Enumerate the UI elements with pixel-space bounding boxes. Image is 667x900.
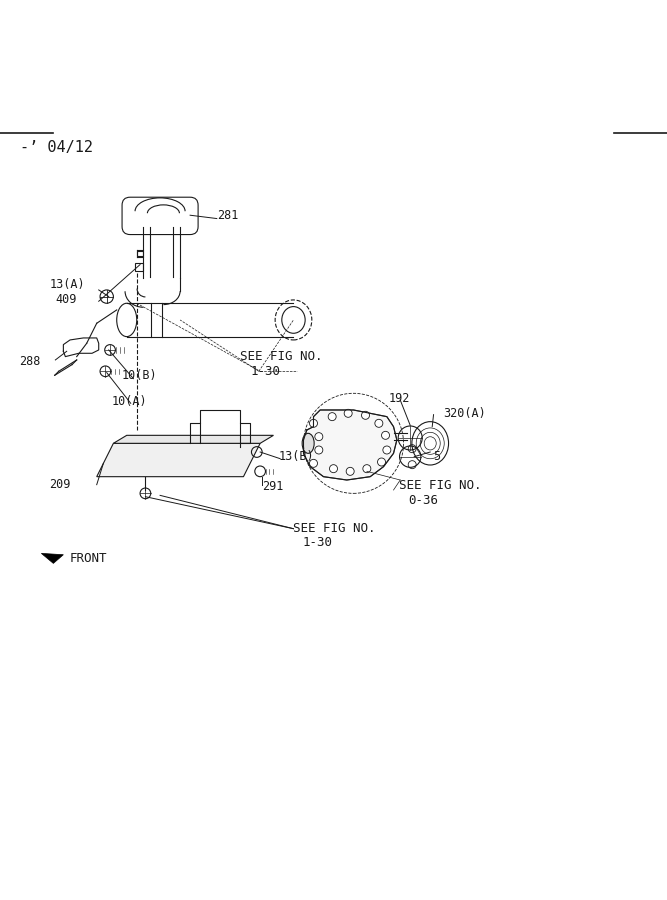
Bar: [135, 263, 143, 271]
Text: 288: 288: [19, 356, 40, 368]
Text: 10(A): 10(A): [112, 395, 147, 409]
Text: 281: 281: [217, 209, 238, 221]
Polygon shape: [113, 436, 273, 444]
Circle shape: [329, 464, 338, 473]
Circle shape: [382, 431, 390, 439]
Text: -’ 04/12: -’ 04/12: [20, 140, 93, 155]
Ellipse shape: [302, 433, 314, 454]
Circle shape: [362, 411, 370, 419]
Circle shape: [315, 446, 323, 454]
Text: SEE FIG NO.: SEE FIG NO.: [399, 479, 482, 492]
Text: 1-30: 1-30: [302, 536, 332, 549]
Circle shape: [346, 467, 354, 475]
Polygon shape: [97, 444, 260, 477]
Circle shape: [378, 458, 386, 466]
Circle shape: [375, 419, 383, 428]
Circle shape: [344, 410, 352, 418]
Text: SEE FIG NO.: SEE FIG NO.: [293, 521, 376, 535]
Polygon shape: [41, 554, 63, 563]
Text: 5: 5: [434, 450, 441, 464]
Circle shape: [328, 412, 336, 420]
Polygon shape: [303, 410, 397, 480]
Circle shape: [383, 446, 391, 454]
Circle shape: [363, 464, 371, 473]
Text: 209: 209: [49, 478, 70, 491]
Text: 1-30: 1-30: [250, 364, 280, 378]
Bar: [137, 250, 143, 256]
Circle shape: [315, 433, 323, 441]
Text: 320(A): 320(A): [444, 407, 486, 419]
Circle shape: [309, 459, 317, 467]
Text: 192: 192: [388, 392, 410, 405]
Text: 409: 409: [55, 293, 77, 306]
Text: 291: 291: [262, 481, 283, 493]
Text: SEE FIG NO.: SEE FIG NO.: [240, 350, 323, 363]
Text: 0-36: 0-36: [408, 493, 438, 507]
Text: 13(A): 13(A): [50, 278, 85, 291]
Text: 13(B): 13(B): [279, 450, 314, 464]
Circle shape: [309, 419, 317, 428]
Text: FRONT: FRONT: [70, 552, 107, 564]
Text: 10(B): 10(B): [122, 369, 157, 382]
